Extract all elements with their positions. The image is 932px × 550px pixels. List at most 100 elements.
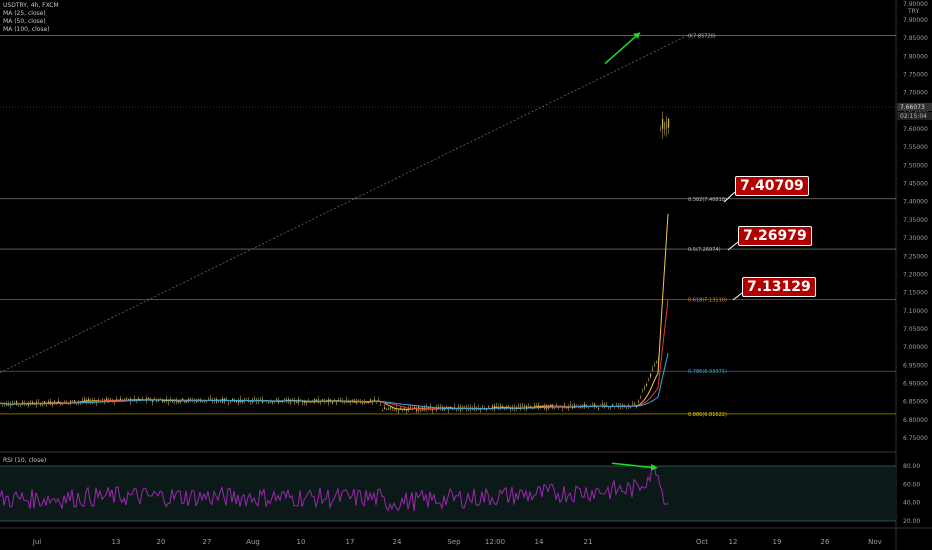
y-tick-label: 7.45000 [903, 181, 928, 188]
candle-body [152, 400, 154, 403]
candle-body [380, 401, 382, 403]
candle-body [490, 408, 492, 410]
candle-body [126, 397, 128, 399]
candle-body [664, 122, 666, 130]
y-tick-label: 7.55000 [903, 144, 928, 151]
fib-level-label: 0.618(7.13110) [688, 297, 727, 303]
candle-body [638, 400, 640, 403]
candle-body [110, 398, 112, 400]
candle-body [40, 403, 42, 406]
x-tick-label: 24 [393, 538, 402, 546]
rsi-tick-label: 80.00 [903, 463, 920, 470]
candle-body [202, 400, 204, 402]
candle-body [38, 401, 40, 403]
candle-body [456, 409, 458, 410]
rsi-legend: RSI (10, close) [3, 457, 47, 464]
y-tick-label: 7.05000 [903, 326, 928, 333]
callout-pointer [723, 191, 736, 203]
y-tick-label: 6.95000 [903, 362, 928, 369]
candle-body [510, 408, 512, 410]
candle-body [496, 406, 498, 407]
rsi-band-fill [0, 466, 896, 521]
candle-body [264, 400, 266, 402]
y-tick-label: 7.30000 [903, 235, 928, 242]
candle-body [576, 404, 578, 405]
x-tick-label: 12:00 [485, 538, 505, 546]
ma100-line [0, 352, 669, 410]
candle-body [346, 399, 348, 402]
candle-body [590, 405, 592, 407]
candle-body [488, 405, 490, 409]
candle-body [386, 409, 388, 410]
candle-body [404, 407, 406, 409]
callout-pointer [727, 241, 739, 251]
candle-body [270, 401, 272, 403]
candle-body [522, 405, 524, 407]
candle-body [394, 410, 396, 411]
chart-legend: USDTRY, 4h, FXCM MA (25, close) MA (50, … [3, 2, 59, 34]
candle-body [580, 407, 582, 409]
candle-body [504, 409, 506, 410]
y-tick-label: 7.10000 [903, 308, 928, 315]
candle-body [336, 402, 338, 403]
y-tick-label: 7.50000 [903, 162, 928, 169]
candle-body [502, 406, 504, 407]
ma25-line [0, 213, 669, 411]
candle-body [316, 399, 318, 401]
callout-fib-382: 7.40709 [735, 176, 809, 196]
candle-body [400, 407, 402, 409]
candle-body [246, 398, 248, 400]
candle-body [618, 404, 620, 408]
candle-body [420, 409, 422, 411]
candle-body [414, 406, 416, 410]
y-tick-label: 7.35000 [903, 217, 928, 224]
countdown-tag [897, 111, 932, 120]
x-tick-label: 26 [821, 538, 830, 546]
x-tick-label: 17 [346, 538, 355, 546]
x-tick-label: 10 [297, 538, 306, 546]
candle-body [412, 408, 414, 411]
y-tick-label: 7.60000 [903, 126, 928, 133]
candle-body [200, 400, 202, 403]
candle-body [56, 404, 58, 405]
x-tick-label: Oct [696, 538, 708, 546]
divergence-arrow-price [604, 32, 641, 65]
y-tick-label: 7.90000 [903, 17, 928, 24]
candle-body [170, 398, 172, 400]
x-tick-label: 27 [203, 538, 212, 546]
y-tick-label: 6.75000 [903, 435, 928, 442]
candle-body [196, 400, 198, 403]
candle-body [652, 368, 654, 372]
y-tick-label: 7.70000 [903, 90, 928, 97]
current-price-value: 7.66073 [900, 104, 925, 111]
candle-body [138, 397, 140, 400]
candle-body [530, 405, 532, 407]
candle-body [182, 398, 184, 401]
candle-body [32, 401, 34, 404]
candle-body [440, 407, 442, 408]
candle-body [266, 401, 268, 403]
candle-body [662, 118, 664, 129]
y-tick-label: 6.90000 [903, 380, 928, 387]
x-tick-label: Sep [447, 538, 461, 546]
candle-body [608, 407, 610, 409]
axis-header-top: 7.90000 [903, 1, 928, 8]
candle-body [600, 404, 602, 405]
x-tick-label: Aug [246, 538, 260, 546]
candle-body [268, 402, 270, 403]
candle-body [570, 404, 572, 406]
candle-body [158, 400, 160, 402]
candle-body [660, 129, 662, 130]
candle-body [362, 402, 364, 404]
y-tick-label: 7.20000 [903, 271, 928, 278]
candle-body [142, 398, 144, 400]
candle-body [464, 406, 466, 407]
candle-body [74, 400, 76, 404]
ma25-label: MA (25, close) [3, 10, 46, 17]
fib-level-label: 0(7.85720) [688, 34, 716, 40]
candle-body [20, 404, 22, 405]
y-tick-label: 7.00000 [903, 344, 928, 351]
candle-body [292, 398, 294, 400]
candle-body [88, 398, 90, 401]
